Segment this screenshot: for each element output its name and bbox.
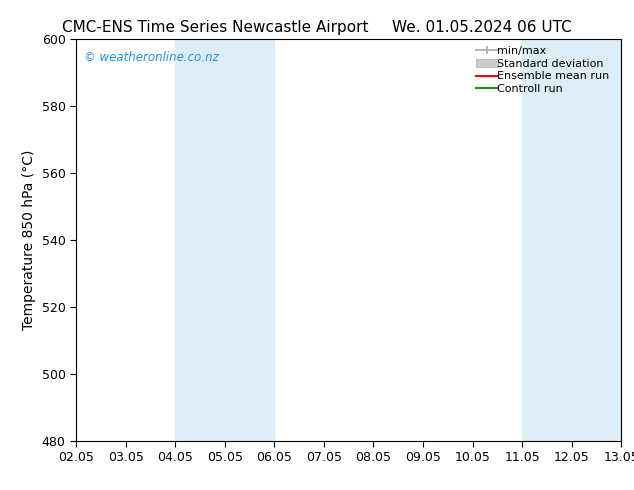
- Bar: [175, 39, 275, 441]
- Bar: [522, 39, 621, 441]
- Text: © weatheronline.co.nz: © weatheronline.co.nz: [84, 51, 219, 64]
- Legend: min/max, Standard deviation, Ensemble mean run, Controll run: min/max, Standard deviation, Ensemble me…: [472, 43, 618, 98]
- Text: We. 01.05.2024 06 UTC: We. 01.05.2024 06 UTC: [392, 20, 572, 35]
- Y-axis label: Temperature 850 hPa (°C): Temperature 850 hPa (°C): [22, 150, 36, 330]
- Title: CMC-ENS Time Series Newcastle Airport        We. 01.05.2024 06 UTC: CMC-ENS Time Series Newcastle Airport We…: [0, 489, 1, 490]
- Text: CMC-ENS Time Series Newcastle Airport: CMC-ENS Time Series Newcastle Airport: [62, 20, 369, 35]
